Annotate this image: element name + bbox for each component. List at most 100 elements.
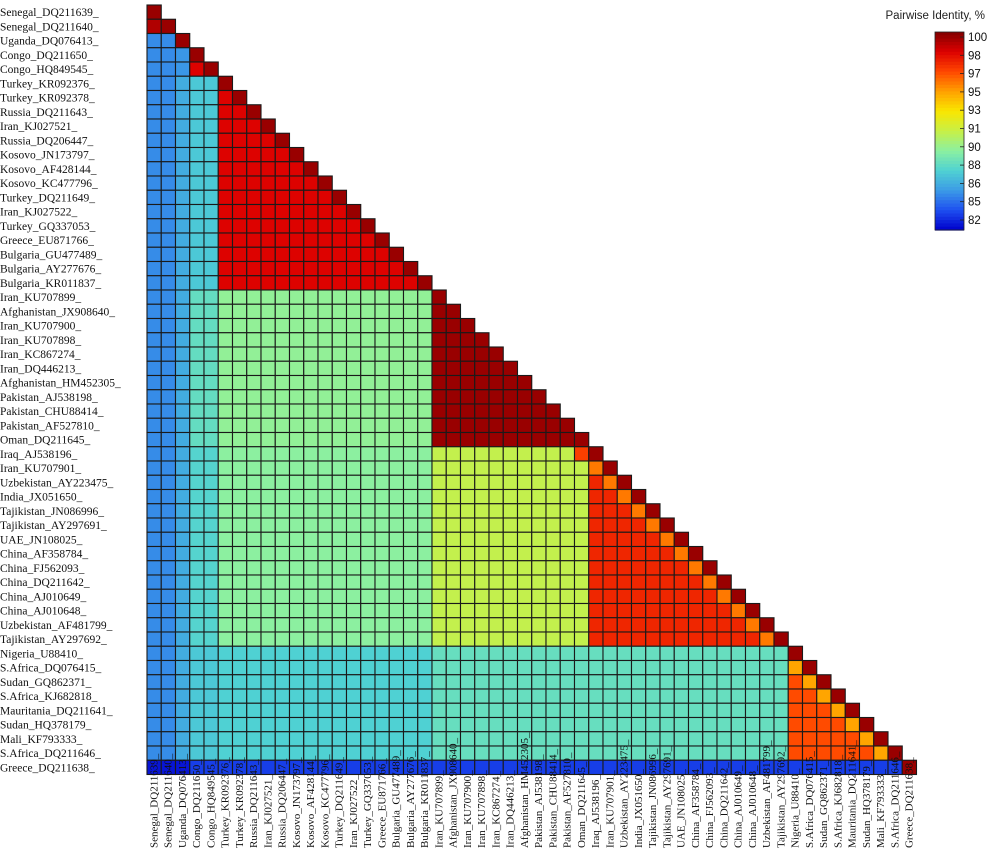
heatmap-cell (331, 588, 348, 605)
heatmap-cell (830, 688, 846, 704)
heatmap-cell (816, 731, 832, 747)
heatmap-cell (246, 218, 262, 234)
heatmap-cell (588, 517, 604, 533)
heatmap-cell (630, 488, 647, 505)
heatmap-cell (174, 702, 191, 719)
heatmap-cell (260, 417, 276, 434)
legend-color-step (935, 121, 964, 125)
heatmap-cell (531, 617, 547, 633)
heatmap-cell (246, 346, 262, 362)
heatmap-cell (189, 75, 205, 92)
heatmap-cell (645, 574, 661, 590)
heatmap-cell (317, 189, 333, 206)
legend-title: Pairwise Identity, % (886, 10, 986, 22)
heatmap-cell (687, 560, 704, 576)
heatmap-cell (801, 716, 818, 733)
heatmap-cell (445, 659, 462, 676)
heatmap-cell (616, 617, 633, 633)
heatmap-cell (231, 517, 248, 533)
heatmap-cell (459, 503, 476, 519)
heatmap-cell (160, 674, 177, 690)
heatmap-cell (374, 517, 390, 533)
heatmap-cell (231, 474, 248, 491)
heatmap-cell (602, 631, 618, 647)
heatmap-cell (645, 517, 661, 533)
heatmap-cell (231, 146, 248, 163)
heatmap-cell (288, 189, 305, 206)
heatmap-cell (231, 175, 248, 191)
heatmap-cell (374, 346, 390, 362)
heatmap-cell (160, 531, 177, 548)
heatmap-cell (174, 503, 191, 519)
heatmap-cell (374, 688, 390, 704)
heatmap-cell (146, 118, 162, 134)
heatmap-cell (246, 189, 262, 206)
heatmap-cell (174, 645, 191, 662)
heatmap-cell (659, 574, 675, 590)
heatmap-cell (388, 417, 405, 434)
heatmap-cell (217, 175, 234, 191)
heatmap-cell (217, 146, 234, 163)
heatmap-cell (303, 218, 319, 234)
heatmap-cell (502, 503, 519, 519)
heatmap-cell (246, 617, 262, 633)
heatmap-cell (174, 659, 191, 676)
heatmap-cell (773, 702, 789, 719)
heatmap-cell (431, 545, 447, 562)
heatmap-cell (217, 659, 234, 676)
column-labels: Senegal_DQ211639_ Senegal_DQ211640_ Uganda… (148, 732, 915, 848)
heatmap-cell (417, 617, 433, 633)
heatmap-cell (573, 674, 590, 690)
heatmap-cell (231, 389, 248, 405)
heatmap-cell (203, 560, 219, 576)
heatmap-cell (217, 403, 234, 419)
heatmap-cell (231, 289, 248, 305)
heatmap-cell (502, 602, 519, 619)
heatmap-cell (659, 531, 675, 548)
heatmap-cell (716, 716, 732, 733)
row-label: Sudan_HQ378179_ (0, 720, 92, 732)
heatmap-cell (616, 474, 633, 491)
heatmap-cell (317, 560, 333, 576)
heatmap-cell (203, 132, 219, 149)
heatmap-cell (616, 674, 633, 690)
heatmap-cell (730, 617, 747, 633)
heatmap-cell (345, 460, 362, 476)
heatmap-cell (445, 317, 462, 334)
heatmap-cell (545, 602, 561, 619)
heatmap-cell (303, 289, 319, 305)
heatmap-cell (474, 374, 490, 391)
heatmap-cell (388, 303, 405, 320)
heatmap-cell (317, 617, 333, 633)
row-label: Iran_KU707901_ (0, 463, 81, 475)
heatmap-cell (303, 474, 319, 491)
heatmap-cell (274, 688, 291, 704)
heatmap-cell (445, 460, 462, 476)
heatmap-cell (160, 731, 177, 747)
heatmap-cell (502, 488, 519, 505)
heatmap-cell (531, 645, 547, 662)
heatmap-cell (417, 488, 433, 505)
heatmap-cell (317, 446, 333, 462)
legend-color-step (935, 223, 964, 228)
heatmap-cell (402, 389, 419, 405)
heatmap-cell (203, 232, 219, 248)
heatmap-cell (288, 161, 305, 177)
heatmap-cell (459, 702, 476, 719)
legend-color-step (935, 190, 964, 195)
heatmap-cell (246, 289, 262, 305)
heatmap-cell (360, 460, 376, 476)
heatmap-cell (445, 574, 462, 590)
heatmap-cell (417, 389, 433, 405)
heatmap-cell (146, 702, 162, 719)
column-label: Iran_KU707899_ (433, 770, 445, 848)
heatmap-cell (616, 688, 633, 704)
heatmap-cell (431, 659, 447, 676)
heatmap-cell (459, 674, 476, 690)
heatmap-cell (260, 431, 276, 448)
heatmap-cell (445, 303, 462, 320)
heatmap-cell (374, 303, 390, 320)
heatmap-cell (573, 602, 590, 619)
heatmap-cell (274, 317, 291, 334)
heatmap-cell (260, 759, 276, 776)
